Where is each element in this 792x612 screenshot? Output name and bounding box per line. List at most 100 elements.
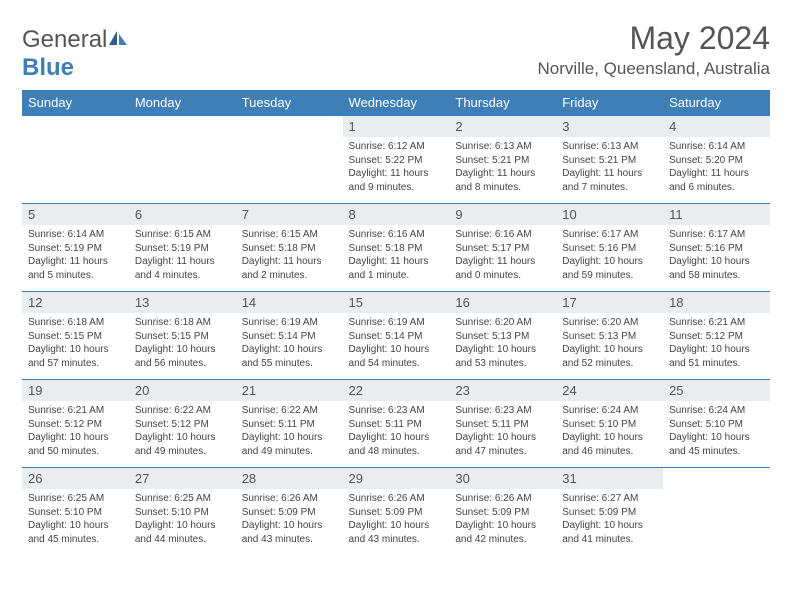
calendar-cell: 8Sunrise: 6:16 AMSunset: 5:18 PMDaylight…: [343, 204, 450, 292]
sunset-text: Sunset: 5:20 PM: [669, 154, 764, 168]
day-number: 30: [449, 468, 556, 489]
daylight-text: Daylight: 10 hours and 54 minutes.: [349, 343, 444, 370]
sunrise-text: Sunrise: 6:25 AM: [28, 492, 123, 506]
calendar-week: 5 Sunrise: 6:14 AM Sunset: 5:19 PM Daylight…: [22, 204, 770, 292]
sunrise-text: Sunrise: 6:17 AM: [669, 228, 764, 242]
sunset-text: Sunset: 5:09 PM: [349, 506, 444, 520]
daylight-text: Daylight: 11 hours and 1 minute.: [349, 255, 444, 282]
day-data: Sunrise: 6:19 AMSunset: 5:14 PMDaylight:…: [236, 313, 343, 374]
day-data: Sunrise: 6:16 AMSunset: 5:18 PMDaylight:…: [343, 225, 450, 286]
day-data: Sunrise: 6:27 AMSunset: 5:09 PMDaylight:…: [556, 489, 663, 550]
calendar-head: SundayMondayTuesdayWednesdayThursdayFrid…: [22, 90, 770, 116]
sunrise-text: Sunrise: 6:20 AM: [455, 316, 550, 330]
day-number: [22, 116, 129, 122]
day-data: Sunrise: 6:26 AMSunset: 5:09 PMDaylight:…: [343, 489, 450, 550]
brand-name: GeneralBlue: [22, 26, 129, 82]
day-data: Sunrise: 6:18 AMSunset: 5:15 PMDaylight:…: [22, 313, 129, 374]
day-data: Sunrise: 6:25 AMSunset: 5:10 PMDaylight:…: [22, 489, 129, 550]
calendar-cell: 5Sunrise: 6:14 AMSunset: 5:19 PMDaylight…: [22, 204, 129, 292]
calendar-cell: 3Sunrise: 6:13 AMSunset: 5:21 PMDaylight…: [556, 116, 663, 204]
sunset-text: Sunset: 5:21 PM: [455, 154, 550, 168]
sunset-text: Sunset: 5:12 PM: [28, 418, 123, 432]
sail-icon: [107, 26, 129, 54]
daylight-text: Daylight: 10 hours and 51 minutes.: [669, 343, 764, 370]
sunset-text: Sunset: 5:11 PM: [455, 418, 550, 432]
sunrise-text: Sunrise: 6:23 AM: [349, 404, 444, 418]
day-data: Sunrise: 6:26 AMSunset: 5:09 PMDaylight:…: [449, 489, 556, 550]
daylight-text: Daylight: 10 hours and 59 minutes.: [562, 255, 657, 282]
calendar-body: 1Sunrise: 6:12 AMSunset: 5:22 PMDaylight…: [22, 116, 770, 556]
sunrise-text: Sunrise: 6:15 AM: [242, 228, 337, 242]
daylight-text: Daylight: 10 hours and 50 minutes.: [28, 431, 123, 458]
sunrise-text: Sunrise: 6:24 AM: [669, 404, 764, 418]
day-data: Sunrise: 6:13 AMSunset: 5:21 PMDaylight:…: [449, 137, 556, 198]
daylight-text: Daylight: 10 hours and 44 minutes.: [135, 519, 230, 546]
calendar-cell: 30Sunrise: 6:26 AMSunset: 5:09 PMDayligh…: [449, 468, 556, 556]
sunset-text: Sunset: 5:10 PM: [562, 418, 657, 432]
day-data: Sunrise: 6:23 AMSunset: 5:11 PMDaylight:…: [449, 401, 556, 462]
day-number: [663, 468, 770, 474]
day-number: 14: [236, 292, 343, 313]
sunrise-text: Sunrise: 6:14 AM: [28, 228, 123, 242]
sunset-text: Sunset: 5:18 PM: [242, 242, 337, 256]
day-data: Sunrise: 6:22 AMSunset: 5:12 PMDaylight:…: [129, 401, 236, 462]
day-data: Sunrise: 6:24 AMSunset: 5:10 PMDaylight:…: [556, 401, 663, 462]
sunset-text: Sunset: 5:12 PM: [669, 330, 764, 344]
sunrise-text: Sunrise: 6:27 AM: [562, 492, 657, 506]
day-number: 6: [129, 204, 236, 225]
calendar-cell: 31Sunrise: 6:27 AMSunset: 5:09 PMDayligh…: [556, 468, 663, 556]
day-data: Sunrise: 6:21 AMSunset: 5:12 PMDaylight:…: [22, 401, 129, 462]
sunset-text: Sunset: 5:17 PM: [455, 242, 550, 256]
daylight-text: Daylight: 10 hours and 42 minutes.: [455, 519, 550, 546]
daylight-text: Daylight: 10 hours and 52 minutes.: [562, 343, 657, 370]
sunrise-text: Sunrise: 6:24 AM: [562, 404, 657, 418]
page-header: GeneralBlue May 2024 Norville, Queenslan…: [22, 20, 770, 82]
day-number: 12: [22, 292, 129, 313]
day-number: 5: [22, 204, 129, 225]
day-number: 4: [663, 116, 770, 137]
calendar-cell: 22Sunrise: 6:23 AMSunset: 5:11 PMDayligh…: [343, 380, 450, 468]
daylight-text: Daylight: 10 hours and 49 minutes.: [242, 431, 337, 458]
sunrise-text: Sunrise: 6:17 AM: [562, 228, 657, 242]
sunrise-text: Sunrise: 6:21 AM: [669, 316, 764, 330]
sunrise-text: Sunrise: 6:25 AM: [135, 492, 230, 506]
day-data: Sunrise: 6:15 AMSunset: 5:19 PMDaylight:…: [129, 225, 236, 286]
daylight-text: Daylight: 10 hours and 56 minutes.: [135, 343, 230, 370]
sunset-text: Sunset: 5:21 PM: [562, 154, 657, 168]
daylight-text: Daylight: 11 hours and 9 minutes.: [349, 167, 444, 194]
calendar-cell: 25Sunrise: 6:24 AMSunset: 5:10 PMDayligh…: [663, 380, 770, 468]
title-block: May 2024 Norville, Queensland, Australia: [538, 20, 770, 79]
day-number: 24: [556, 380, 663, 401]
day-number: [129, 116, 236, 122]
day-number: 22: [343, 380, 450, 401]
calendar-week: 1Sunrise: 6:12 AMSunset: 5:22 PMDaylight…: [22, 116, 770, 204]
day-data: Sunrise: 6:19 AMSunset: 5:14 PMDaylight:…: [343, 313, 450, 374]
sunrise-text: Sunrise: 6:19 AM: [349, 316, 444, 330]
sunrise-text: Sunrise: 6:23 AM: [455, 404, 550, 418]
sunrise-text: Sunrise: 6:26 AM: [349, 492, 444, 506]
sunset-text: Sunset: 5:15 PM: [135, 330, 230, 344]
day-data: Sunrise: 6:17 AMSunset: 5:16 PMDaylight:…: [663, 225, 770, 286]
daylight-text: Daylight: 10 hours and 48 minutes.: [349, 431, 444, 458]
day-header: Monday: [129, 90, 236, 116]
brand-logo: GeneralBlue: [22, 20, 129, 82]
daylight-text: Daylight: 10 hours and 41 minutes.: [562, 519, 657, 546]
calendar-cell: 29Sunrise: 6:26 AMSunset: 5:09 PMDayligh…: [343, 468, 450, 556]
calendar-cell: 13Sunrise: 6:18 AMSunset: 5:15 PMDayligh…: [129, 292, 236, 380]
day-number: [236, 116, 343, 122]
calendar-cell: 15Sunrise: 6:19 AMSunset: 5:14 PMDayligh…: [343, 292, 450, 380]
calendar-cell: 4Sunrise: 6:14 AMSunset: 5:20 PMDaylight…: [663, 116, 770, 204]
day-number: 31: [556, 468, 663, 489]
sunrise-text: Sunrise: 6:15 AM: [135, 228, 230, 242]
calendar-cell: 17Sunrise: 6:20 AMSunset: 5:13 PMDayligh…: [556, 292, 663, 380]
sunset-text: Sunset: 5:19 PM: [135, 242, 230, 256]
daylight-text: Daylight: 10 hours and 49 minutes.: [135, 431, 230, 458]
calendar-cell: 23Sunrise: 6:23 AMSunset: 5:11 PMDayligh…: [449, 380, 556, 468]
sunset-text: Sunset: 5:10 PM: [135, 506, 230, 520]
sunset-text: Sunset: 5:10 PM: [669, 418, 764, 432]
sunset-text: Sunset: 5:13 PM: [455, 330, 550, 344]
daylight-text: Daylight: 11 hours and 8 minutes.: [455, 167, 550, 194]
daylight-text: Daylight: 11 hours and 6 minutes.: [669, 167, 764, 194]
day-data: Sunrise: 6:20 AMSunset: 5:13 PMDaylight:…: [449, 313, 556, 374]
sunset-text: Sunset: 5:12 PM: [135, 418, 230, 432]
